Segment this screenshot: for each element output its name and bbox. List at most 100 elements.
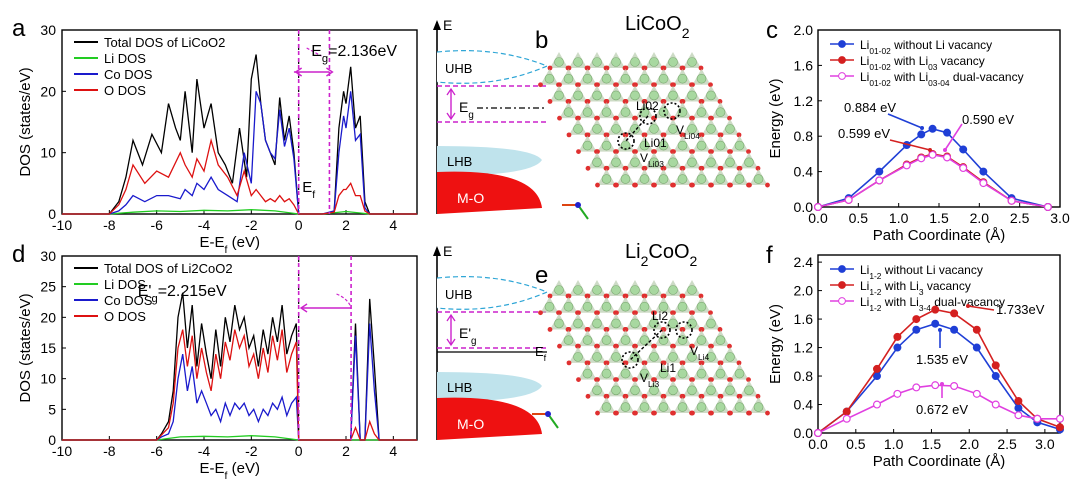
y-tick-label: 1.2 xyxy=(794,340,814,356)
li-atom xyxy=(734,174,745,184)
o-atom xyxy=(671,149,676,155)
y-tick-label: 0.4 xyxy=(794,397,814,413)
li-atom xyxy=(573,57,583,67)
y-axis-label: Energy (eV) xyxy=(767,78,784,158)
li-atom xyxy=(554,90,564,101)
o-atom xyxy=(595,115,600,121)
o-atom xyxy=(699,99,705,104)
plot-frame-a xyxy=(61,29,418,215)
o-atom xyxy=(661,65,667,71)
data-point-c_blue xyxy=(959,145,968,154)
axis-gizmo xyxy=(575,202,581,208)
x-tick-label: 2.5 xyxy=(997,436,1017,452)
o-atom xyxy=(604,99,610,104)
series-line-total xyxy=(62,54,417,215)
li-atom xyxy=(706,90,716,101)
li-atom xyxy=(620,368,631,379)
li-atom xyxy=(582,140,593,151)
li-atom xyxy=(753,402,764,412)
legend-label-o: O DOS xyxy=(104,309,146,324)
o-atom xyxy=(728,377,733,382)
o-atom xyxy=(557,82,562,88)
legend-label-li: Li DOS xyxy=(104,51,146,66)
x-tick-label: 4 xyxy=(389,217,397,233)
o-atom xyxy=(595,343,600,349)
y-tick-label: 0 xyxy=(48,206,56,222)
x-tick-label: -6 xyxy=(150,217,163,233)
li-atom xyxy=(715,368,726,379)
o-atom xyxy=(566,360,572,366)
data-point-c_magenta xyxy=(813,203,822,212)
panel-letter: d xyxy=(12,241,25,268)
crystal-structure xyxy=(538,52,770,188)
uhb-label: UHB xyxy=(445,287,472,302)
li-atom xyxy=(573,124,583,134)
o-atom xyxy=(699,360,705,366)
o-atom xyxy=(576,343,581,349)
gap-label-a: Eg=2.136eV xyxy=(311,43,397,65)
o-atom xyxy=(661,165,667,171)
li-atom xyxy=(696,140,707,151)
site-label: VLi3 xyxy=(640,371,660,389)
data-point-c_blue xyxy=(917,130,926,139)
site-label: Li01 xyxy=(644,136,667,150)
o-atom xyxy=(538,82,543,88)
li-atom xyxy=(601,301,612,312)
li-atom xyxy=(668,124,678,134)
o-atom xyxy=(642,393,648,399)
li-atom xyxy=(601,174,612,184)
o-atom xyxy=(680,99,686,104)
li-atom xyxy=(649,352,659,362)
li-atom xyxy=(696,107,707,117)
x-tick-label: 0.0 xyxy=(808,210,828,226)
li-atom xyxy=(658,368,669,379)
o-atom xyxy=(633,115,638,121)
o-atom xyxy=(633,310,638,316)
o-atom xyxy=(755,165,761,171)
data-point-c_blue xyxy=(950,325,959,334)
x-axis-label: Path Coordinate (Å) xyxy=(873,453,1006,470)
o-atom xyxy=(566,99,572,104)
li-atom xyxy=(687,352,697,362)
series-line-o xyxy=(62,329,417,441)
series-line-li xyxy=(62,435,417,441)
o-atom xyxy=(652,82,657,88)
data-point-c_magenta xyxy=(972,389,981,398)
legend-label-total: Total DOS of Li2CoO2 xyxy=(104,261,233,276)
o-atom xyxy=(595,377,600,382)
data-point-c_blue xyxy=(979,167,988,176)
legend-label-co: Co DOS xyxy=(104,67,153,82)
li-atom xyxy=(715,107,726,117)
o-atom xyxy=(595,82,600,88)
o-atom xyxy=(661,393,667,399)
o-atom xyxy=(633,343,638,349)
li-atom xyxy=(630,285,640,295)
li-atom xyxy=(592,57,602,67)
x-tick-label: 3.0 xyxy=(1050,210,1070,226)
barrier-arrow-head xyxy=(943,148,947,152)
o-atom xyxy=(652,343,657,349)
li-atom xyxy=(554,318,564,329)
data-point-c_red xyxy=(1055,423,1064,432)
y-tick-label: 0.0 xyxy=(794,199,814,215)
o-atom xyxy=(709,115,714,121)
data-point-c_blue xyxy=(943,128,952,137)
li-atom xyxy=(620,140,631,151)
data-point-c_blue xyxy=(912,325,921,334)
o-atom xyxy=(623,99,629,104)
li-atom xyxy=(601,335,612,345)
li-atom xyxy=(544,73,555,84)
o-atom xyxy=(765,410,770,416)
li-atom xyxy=(582,301,593,312)
li-atom xyxy=(649,124,659,134)
li-atom xyxy=(677,301,688,312)
o-atom xyxy=(736,132,742,138)
li-atom xyxy=(630,90,640,101)
y-tick-label: 5 xyxy=(48,401,56,417)
o-atom xyxy=(652,410,657,416)
o-atom xyxy=(566,327,572,332)
x-tick-label: -2 xyxy=(245,443,258,459)
li-atom xyxy=(677,73,688,84)
energy-axis-arrow xyxy=(433,20,441,30)
